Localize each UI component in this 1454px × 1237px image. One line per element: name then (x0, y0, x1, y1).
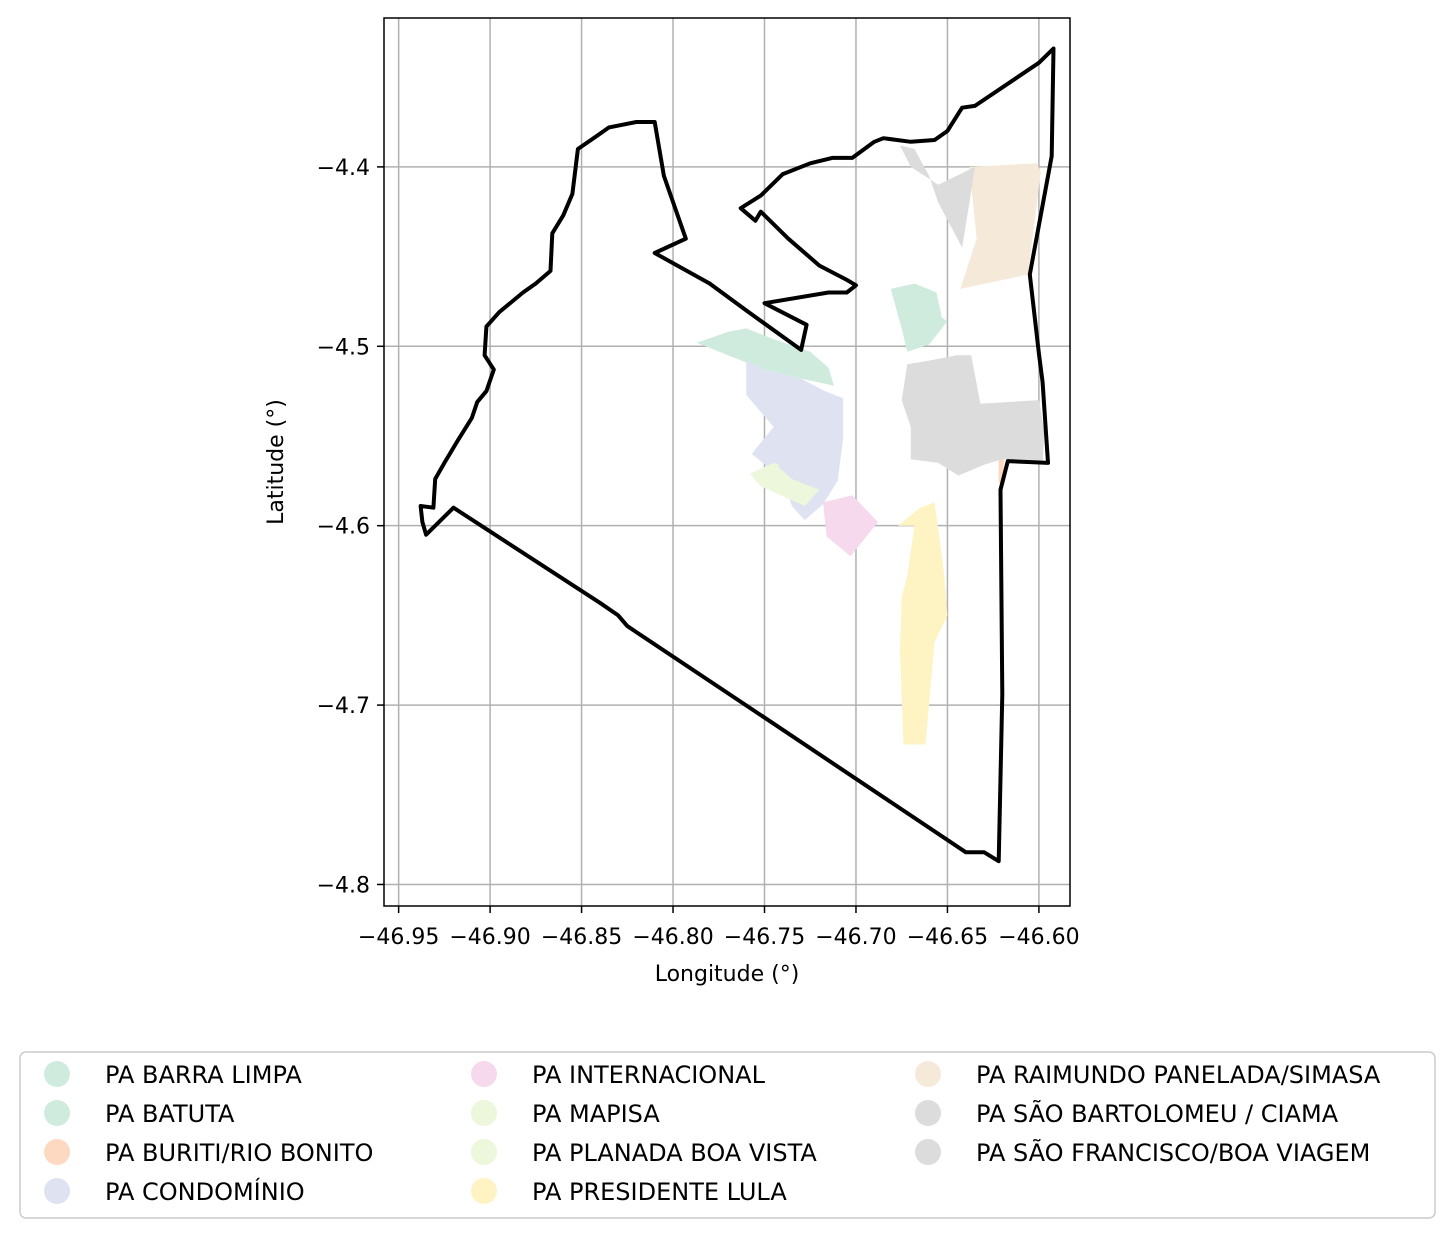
legend-label: PA MAPISA (532, 1100, 660, 1128)
legend: PA BARRA LIMPA PA BATUTA PA BURITI/RIO BON… (19, 1051, 1436, 1219)
region-pa-sao-francisco-boa-viagem (901, 355, 1045, 476)
x-tick-label: −46.80 (632, 925, 713, 950)
x-tick-label: −46.85 (541, 925, 622, 950)
region-pa-internacional (823, 495, 878, 557)
legend-marker (44, 1178, 70, 1204)
y-tick-label: −4.6 (317, 515, 370, 540)
legend-marker (44, 1100, 70, 1126)
y-axis-title: Latitude (°) (264, 399, 289, 525)
legend-marker (915, 1100, 941, 1126)
legend-label: PA RAIMUNDO PANELADA/SIMASA (976, 1061, 1381, 1089)
region-pa-batuta (890, 283, 948, 352)
legend-label: PA BATUTA (105, 1100, 235, 1128)
x-tick-label: −46.65 (907, 925, 988, 950)
x-tick-label: −46.75 (724, 925, 805, 950)
legend-marker (471, 1178, 497, 1204)
legend-marker (44, 1061, 70, 1087)
region-pa-planada-boa-vista (768, 462, 780, 474)
legend-label: PA BARRA LIMPA (105, 1061, 302, 1089)
x-tick-label: −46.95 (358, 925, 439, 950)
legend-marker (44, 1139, 70, 1165)
legend-frame (19, 1051, 1436, 1219)
legend-marker (915, 1061, 941, 1087)
plot-frame (383, 17, 1071, 907)
x-tick-label: −46.90 (449, 925, 530, 950)
region-pa-raimundo-panelada-simasa (960, 163, 1041, 289)
y-tick-label: −4.8 (317, 873, 370, 898)
legend-label: PA BURITI/RIO BONITO (105, 1139, 373, 1167)
settlement-regions (696, 145, 1045, 745)
region-pa-mapisa (749, 462, 820, 506)
x-tick-label: −46.70 (815, 925, 896, 950)
boundary-outline (418, 46, 1056, 864)
region-pa-presidente-lula (898, 502, 948, 745)
y-tick-label: −4.5 (317, 335, 370, 360)
y-tick-label: −4.4 (317, 156, 370, 181)
legend-marker (915, 1139, 941, 1165)
y-tick-label: −4.7 (317, 694, 370, 719)
legend-marker (471, 1139, 497, 1165)
legend-label: PA CONDOMÍNIO (105, 1177, 305, 1206)
legend-label: PA PRESIDENTE LULA (532, 1178, 787, 1206)
legend-label: PA INTERNACIONAL (532, 1061, 766, 1089)
x-tick-label: −46.60 (998, 925, 1079, 950)
region-pa-buriti-rio-bonito (998, 459, 1005, 485)
x-axis: −46.95 −46.90 −46.85 −46.80 −46.75 −46.70 −46.… (358, 906, 1080, 950)
legend-marker (471, 1061, 497, 1087)
legend-label: PA PLANADA BOA VISTA (532, 1139, 817, 1167)
legend-label: PA SÃO FRANCISCO/BOA VIAGEM (976, 1137, 1370, 1167)
region-pa-condominio (746, 360, 844, 521)
y-axis: −4.4 −4.5 −4.6 −4.7 −4.8 (317, 156, 384, 898)
region-pa-sao-bartolomeu-ciama (899, 145, 975, 248)
legend-marker (471, 1100, 497, 1126)
region-pa-barra-limpa (696, 328, 834, 386)
municipality-boundary (418, 46, 1056, 864)
x-axis-title: Longitude (°) (655, 962, 800, 987)
legend-label: PA SÃO BARTOLOMEU / CIAMA (976, 1098, 1339, 1128)
